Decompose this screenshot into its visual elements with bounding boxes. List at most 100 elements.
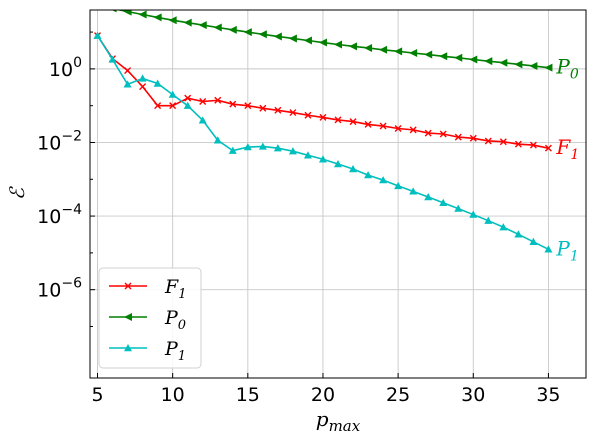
- data-point: [379, 176, 388, 184]
- data-point-b: [364, 120, 372, 128]
- legend-item: P1: [109, 338, 186, 364]
- data-point: [469, 210, 478, 218]
- data-point-b: [439, 130, 447, 138]
- data-point-b: [139, 83, 147, 91]
- data-point-b: [544, 144, 552, 152]
- data-point: [364, 171, 373, 179]
- series-layer: [93, 1, 553, 253]
- data-point: [198, 116, 207, 124]
- data-point: [273, 32, 282, 41]
- end-label: F1: [555, 135, 579, 163]
- data-point: [364, 120, 372, 128]
- data-point: [394, 181, 403, 190]
- legend-label: P0: [164, 307, 186, 333]
- data-point-b: [214, 96, 222, 104]
- data-point: [153, 79, 162, 87]
- data-point: [409, 126, 417, 134]
- data-point: [514, 230, 523, 238]
- data-point: [484, 216, 493, 224]
- data-point: [364, 43, 373, 52]
- data-point: [108, 55, 117, 63]
- data-point-b: [514, 140, 522, 148]
- data-point: [183, 101, 192, 109]
- legend-item: F1: [109, 276, 186, 302]
- x-axis-label: pmax: [316, 407, 361, 435]
- data-point: [93, 31, 102, 39]
- data-point: [318, 38, 327, 47]
- data-point-b: [349, 118, 357, 126]
- data-point: [394, 47, 403, 56]
- legend-item: P0: [109, 307, 186, 333]
- data-point: [199, 97, 207, 105]
- data-point: [94, 1, 102, 9]
- data-point: [484, 137, 492, 145]
- data-point-b: [229, 100, 237, 108]
- y-tick-label: 10−6: [37, 276, 82, 302]
- end-labels: F1 P0 P1: [555, 55, 579, 265]
- tick-labels: 5 10 15 20 25 30 35 100 10−2 10−4 10−6: [37, 55, 560, 406]
- data-point-b: [394, 124, 402, 132]
- data-point: [454, 133, 462, 141]
- legend-label: F1: [164, 276, 186, 302]
- x-tick-label: 30: [461, 384, 485, 406]
- series-p1: [93, 31, 553, 253]
- data-point: [183, 18, 192, 27]
- data-point: [439, 198, 448, 206]
- legend: F1 P0 P1: [98, 267, 202, 369]
- data-point: [469, 134, 477, 142]
- data-point: [123, 10, 132, 16]
- data-point: [334, 116, 342, 124]
- y-tick-label: 10−4: [37, 202, 82, 228]
- data-point: [514, 60, 523, 69]
- data-point: [499, 223, 508, 231]
- data-point: [409, 49, 418, 58]
- legend-marker-b: [124, 282, 132, 290]
- data-point: [529, 237, 538, 246]
- data-point: [544, 63, 553, 72]
- data-point: [243, 28, 252, 37]
- data-point-b: [499, 138, 507, 146]
- x-tick-label: 20: [311, 384, 335, 406]
- data-point: [514, 140, 522, 148]
- data-point-b: [334, 116, 342, 124]
- data-point-b: [169, 102, 177, 110]
- data-point: [258, 30, 267, 39]
- data-point: [274, 106, 282, 114]
- end-label: P0: [555, 55, 578, 83]
- data-point: [229, 100, 237, 108]
- data-point: [214, 96, 222, 104]
- data-point-b: [274, 106, 282, 114]
- y-tick-label: 10−2: [37, 128, 82, 154]
- data-point-b: [289, 109, 297, 117]
- legend-marker: [124, 282, 132, 290]
- x-tick-label: 15: [236, 384, 260, 406]
- x-tick-label: 10: [161, 384, 185, 406]
- data-point: [499, 58, 508, 67]
- data-point: [168, 90, 177, 98]
- y-axis-label: ℰ: [5, 186, 29, 200]
- data-point: [289, 109, 297, 117]
- data-point: [529, 61, 538, 70]
- data-point: [259, 104, 267, 112]
- data-point-b: [259, 104, 267, 112]
- data-point: [168, 16, 177, 25]
- data-point: [228, 146, 237, 154]
- data-point: [544, 245, 553, 253]
- plot-frame: [89, 9, 587, 379]
- data-point: [544, 144, 552, 152]
- data-point: [409, 187, 418, 195]
- data-point: [169, 102, 177, 110]
- data-point: [424, 50, 433, 59]
- data-point-b: [424, 129, 432, 137]
- data-point-b: [304, 111, 312, 119]
- end-label: P1: [555, 236, 578, 264]
- data-point: [499, 138, 507, 146]
- data-point: [153, 13, 162, 22]
- data-point-b: [454, 133, 462, 141]
- data-point: [439, 52, 448, 61]
- legend-marker: [124, 344, 132, 352]
- data-point: [484, 57, 493, 66]
- data-point: [138, 74, 147, 82]
- legend-box: [98, 267, 202, 369]
- data-point: [379, 45, 388, 54]
